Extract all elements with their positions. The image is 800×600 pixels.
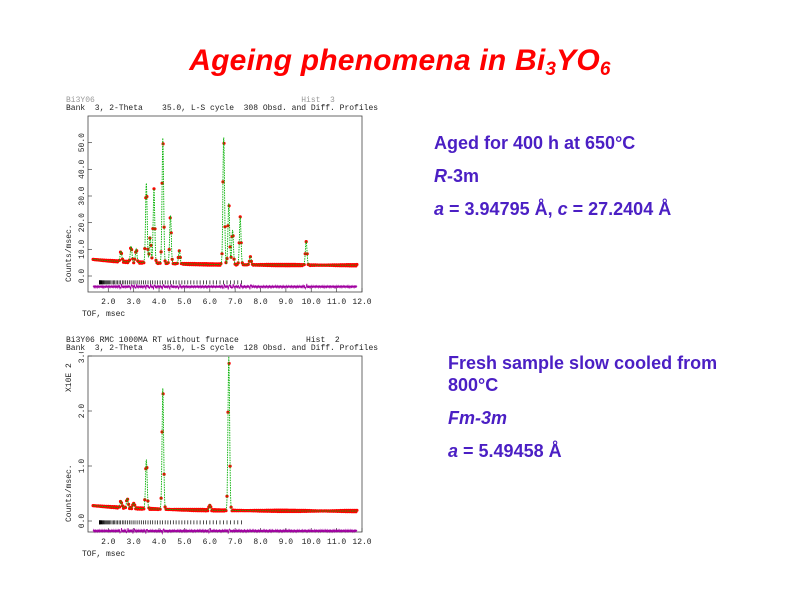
y-tick-label: 3.0 — [78, 352, 87, 363]
x-tick-label: 12.0 — [352, 298, 371, 307]
x-tick-label: 7.0 — [228, 298, 243, 307]
y-tick-label: 40.0 — [78, 160, 87, 179]
x-tick-label: 6.0 — [203, 538, 218, 547]
observed-point — [146, 499, 150, 503]
plot2-header: Bank 3, 2-Theta 35.0, L-S cycle 128 Obsd… — [66, 344, 379, 353]
x-tick-label: 8.0 — [253, 298, 268, 307]
slide-title: Ageing phenomena in Bi3YO6 — [189, 44, 611, 80]
observed-point — [130, 507, 134, 511]
plot2-header-top: Bi3Y06 RMC 1000MA RT without furnace His… — [66, 336, 340, 345]
x-tick-label: 12.0 — [352, 538, 371, 547]
observed-point — [239, 241, 243, 245]
observed-point — [119, 251, 124, 256]
x-tick-label: 9.0 — [279, 538, 294, 547]
observed-point — [158, 261, 162, 265]
y-axis-label: Counts/msec. — [65, 224, 74, 282]
x-tick-label: 2.0 — [101, 538, 116, 547]
observed-point — [160, 181, 164, 185]
x-tick-label: 5.0 — [177, 538, 192, 547]
aged-lattice: a = 3.94795 Å, c = 27.2404 Å — [434, 199, 672, 219]
y-tick-label: 2.0 — [78, 404, 87, 419]
fresh-lattice: a = 5.49458 Å — [448, 441, 562, 461]
x-tick-label: 5.0 — [177, 298, 192, 307]
fresh-condition: Fresh sample slow cooled from 800°C — [448, 353, 718, 395]
difference-profile — [92, 282, 358, 291]
x-tick-label: 11.0 — [327, 538, 346, 547]
x-tick-label: 6.0 — [203, 298, 218, 307]
x-tick-label: 2.0 — [101, 298, 116, 307]
x-axis-label: TOF, msec — [82, 310, 125, 319]
observed-point — [159, 496, 163, 500]
observed-point — [119, 501, 124, 505]
observed-point — [150, 256, 154, 260]
observed-point — [123, 506, 128, 510]
aged-sample-info: Aged for 400 h at 650°C R-3m a = 3.94795… — [434, 132, 671, 231]
y-tick-label: 50.0 — [78, 133, 87, 152]
plot-frame — [87, 115, 363, 293]
observed-point — [223, 225, 227, 229]
observed-point — [153, 227, 157, 231]
y-tick-label: 0.0 — [78, 514, 87, 529]
aged-space-group: R-3m — [434, 166, 480, 186]
y-axis-label: Counts/msec. — [65, 464, 74, 522]
observed-point — [152, 187, 156, 191]
y-tick-label: 10.0 — [78, 240, 87, 259]
x-tick-label: 7.0 — [228, 538, 243, 547]
x-tick-label: 3.0 — [126, 538, 141, 547]
y-tick-label: 0.0 — [78, 269, 87, 284]
observed-point — [175, 261, 179, 265]
x-tick-label: 10.0 — [302, 298, 321, 307]
calculated-profile — [92, 137, 357, 266]
observed-point — [169, 231, 173, 235]
plot1-header-top: Bi3Y06 Hist 3 — [66, 96, 335, 105]
x-tick-label: 8.0 — [253, 538, 268, 547]
y-tick-label: 20.0 — [78, 213, 87, 232]
diffraction-plot-fresh: 2.0 3.0 4.0 5.0 6.0 7.0 8.0 9.0 10.0 11.0 12.0 0.0 1… — [65, 352, 372, 559]
y-scale-label: X10E 2 — [65, 363, 74, 392]
fresh-sample-info: Fresh sample slow cooled from 800°C Fm-3m… — [448, 352, 717, 473]
x-tick-label: 4.0 — [152, 538, 167, 547]
y-tick-label: 1.0 — [78, 459, 87, 474]
diffraction-plot-aged: 2.0 3.0 4.0 5.0 6.0 7.0 8.0 9.0 10.0 11.0 12.0 0.0 1… — [65, 115, 372, 319]
observed-point — [178, 255, 182, 260]
x-tick-label: 9.0 — [279, 298, 294, 307]
y-tick-label: 30.0 — [78, 186, 87, 205]
observed-point — [249, 259, 253, 263]
difference-profile — [92, 528, 358, 535]
observed-point — [143, 247, 147, 251]
plot1-header: Bank 3, 2-Theta 35.0, L-S cycle 308 Obsd… — [66, 104, 379, 113]
x-tick-label: 3.0 — [126, 298, 141, 307]
aged-condition: Aged for 400 h at 650°C — [434, 133, 636, 153]
calculated-profile — [93, 356, 357, 512]
x-tick-label: 4.0 — [152, 298, 167, 307]
x-axis-label: TOF, msec — [82, 550, 125, 559]
observed-point — [225, 494, 229, 498]
x-tick-label: 11.0 — [327, 298, 346, 307]
fresh-space-group: Fm-3m — [448, 408, 508, 428]
observed-point — [142, 507, 146, 511]
observed-point — [206, 509, 210, 513]
x-tick-label: 10.0 — [302, 538, 321, 547]
